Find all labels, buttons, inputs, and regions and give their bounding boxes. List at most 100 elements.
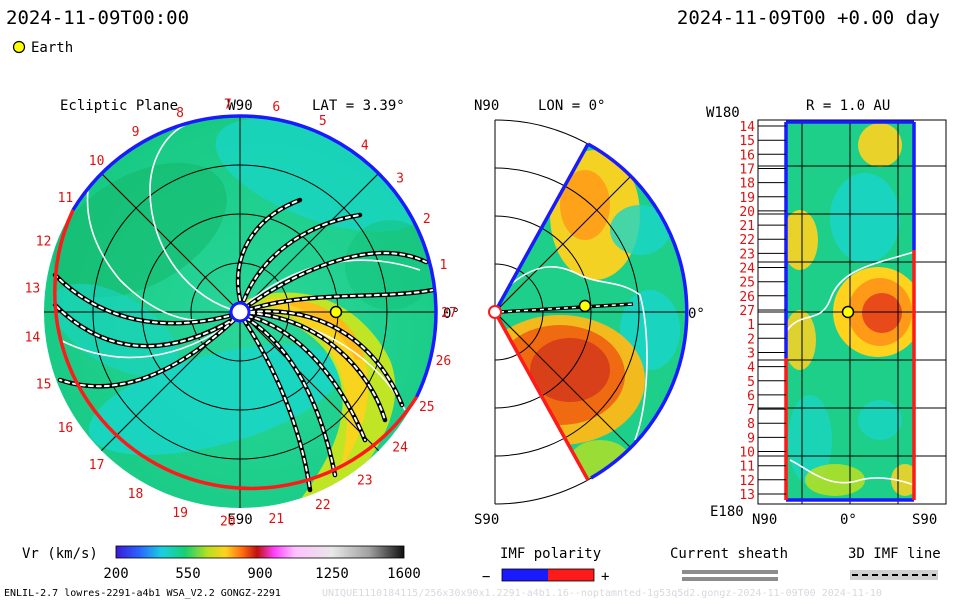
colorbar-tick-550: 550 bbox=[175, 566, 200, 582]
time-label-left: 2024-11-09T00:00 bbox=[6, 7, 189, 29]
ecliptic-tick-10: 10 bbox=[89, 154, 105, 169]
ecliptic-tick-20: 20 bbox=[220, 515, 236, 530]
radial-row-labels: 1415161718192021222324252627123456789101… bbox=[739, 120, 786, 503]
imf-line-title: 3D IMF line bbox=[848, 546, 941, 562]
ecliptic-top-label: W90 bbox=[227, 98, 252, 114]
imf-polarity-legend: IMF polarity − + bbox=[482, 546, 609, 585]
ecliptic-tick-2: 2 bbox=[423, 212, 431, 227]
earth-marker-ecliptic bbox=[329, 305, 343, 319]
ecliptic-tick-18: 18 bbox=[128, 487, 144, 502]
radial-panel: R = 1.0 AU W180 E180 N90 0° S90 bbox=[706, 98, 947, 528]
ecliptic-tick-3: 3 bbox=[396, 172, 404, 187]
ecliptic-right-label: 0° bbox=[443, 306, 460, 322]
radial-current-sheath bbox=[785, 251, 915, 486]
current-sheath-title: Current sheath bbox=[670, 546, 788, 562]
radial-row-20: 20 bbox=[739, 205, 755, 220]
radial-row-3: 3 bbox=[747, 347, 755, 362]
imf-polarity-plus: + bbox=[601, 569, 609, 585]
radial-row-4: 4 bbox=[747, 361, 755, 376]
sun-disk bbox=[229, 301, 251, 323]
meridional-current-sheath bbox=[509, 266, 648, 441]
polarity-positive-swatch bbox=[548, 569, 594, 581]
ecliptic-tick-13: 13 bbox=[25, 282, 41, 297]
ecliptic-tick-21: 21 bbox=[268, 512, 284, 527]
model-version-label: ENLIL-2.7 lowres-2291-a4b1 WSA_V2.2 GONG… bbox=[4, 588, 281, 599]
radial-polarity-edges bbox=[784, 120, 916, 502]
radial-bottom-label: E180 bbox=[710, 504, 744, 520]
radial-row-5: 5 bbox=[747, 375, 755, 390]
polarity-negative-swatch bbox=[502, 569, 548, 581]
meridional-bottom-label: S90 bbox=[474, 512, 499, 528]
radial-row-2: 2 bbox=[747, 332, 755, 347]
meridional-plane-panel: N90 LON = 0° S90 0° bbox=[474, 98, 705, 528]
meridional-lon: LON = 0° bbox=[538, 98, 605, 114]
meridional-polarity-edge bbox=[493, 142, 689, 481]
radial-row-6: 6 bbox=[747, 389, 755, 404]
ecliptic-tick-27: 27 bbox=[441, 306, 457, 321]
colorbar-tick-200: 200 bbox=[103, 566, 128, 582]
earth-legend-label: Earth bbox=[31, 40, 73, 56]
radial-row-8: 8 bbox=[747, 417, 755, 432]
radial-x-left: N90 bbox=[752, 512, 777, 528]
colorbar-tick-900: 900 bbox=[247, 566, 272, 582]
ecliptic-tick-5: 5 bbox=[319, 114, 327, 129]
radial-row-12: 12 bbox=[739, 474, 755, 489]
ecliptic-lat: LAT = 3.39° bbox=[312, 98, 405, 114]
time-label-right: 2024-11-09T00 +0.00 day bbox=[677, 7, 940, 29]
radial-row-10: 10 bbox=[739, 446, 755, 461]
colorbar-label: Vr (km/s) bbox=[22, 546, 98, 562]
ecliptic-polarity-ring bbox=[53, 114, 438, 491]
ecliptic-tick-9: 9 bbox=[132, 125, 140, 140]
run-id-watermark: UNIQUE1110184115/256x30x90x1.2291-a4b1.1… bbox=[322, 588, 882, 599]
ecliptic-tick-16: 16 bbox=[58, 421, 74, 436]
radial-row-17: 17 bbox=[739, 163, 755, 178]
ecliptic-plane-panel: Ecliptic Plane LAT = 3.39° W90 E90 0° bbox=[25, 97, 460, 529]
radial-row-1: 1 bbox=[747, 318, 755, 333]
ecliptic-tick-12: 12 bbox=[36, 235, 52, 250]
ecliptic-tick-4: 4 bbox=[361, 138, 369, 153]
radial-row-11: 11 bbox=[739, 460, 755, 475]
radial-row-15: 15 bbox=[739, 134, 755, 149]
radial-row-19: 19 bbox=[739, 191, 755, 206]
radial-x-right: S90 bbox=[912, 512, 937, 528]
radial-row-21: 21 bbox=[739, 219, 755, 234]
radial-row-14: 14 bbox=[739, 120, 755, 135]
earth-marker-radial bbox=[841, 305, 855, 319]
current-sheath-legend: Current sheath bbox=[670, 546, 788, 581]
radial-row-24: 24 bbox=[739, 262, 755, 277]
imf-polarity-minus: − bbox=[482, 569, 490, 585]
radial-row-18: 18 bbox=[739, 177, 755, 192]
radial-top-label: W180 bbox=[706, 105, 740, 121]
current-sheath-swatch bbox=[682, 570, 778, 574]
ecliptic-tick-15: 15 bbox=[36, 378, 52, 393]
radial-row-26: 26 bbox=[739, 290, 755, 305]
ecliptic-tick-8: 8 bbox=[176, 106, 184, 121]
ecliptic-tick-24: 24 bbox=[392, 440, 408, 455]
radial-row-22: 22 bbox=[739, 233, 755, 248]
ecliptic-tick-11: 11 bbox=[58, 191, 74, 206]
radial-row-9: 9 bbox=[747, 431, 755, 446]
colorbar-gradient bbox=[115, 545, 405, 559]
radial-row-27: 27 bbox=[739, 304, 755, 319]
ecliptic-bottom-label: E90 bbox=[227, 512, 252, 528]
ecliptic-tick-19: 19 bbox=[172, 506, 188, 521]
meridional-top-label: N90 bbox=[474, 98, 499, 114]
ecliptic-title: Ecliptic Plane bbox=[60, 98, 178, 114]
earth-marker-meridional bbox=[578, 299, 592, 313]
ecliptic-tick-17: 17 bbox=[89, 458, 105, 473]
radial-row-16: 16 bbox=[739, 148, 755, 163]
meridional-imf-line bbox=[499, 302, 634, 314]
radial-row-25: 25 bbox=[739, 276, 755, 291]
ecliptic-tick-1: 1 bbox=[439, 258, 447, 273]
sun-disk-meridional bbox=[488, 305, 502, 319]
radial-r-label: R = 1.0 AU bbox=[806, 98, 890, 114]
colorbar-tick-1250: 1250 bbox=[315, 566, 349, 582]
ecliptic-imf-lines bbox=[52, 197, 436, 493]
ecliptic-tick-26: 26 bbox=[436, 354, 452, 369]
radial-x-mid: 0° bbox=[840, 512, 857, 528]
earth-legend-icon bbox=[12, 40, 26, 54]
ecliptic-tick-7: 7 bbox=[224, 97, 232, 112]
meridional-right-label: 0° bbox=[688, 306, 705, 322]
